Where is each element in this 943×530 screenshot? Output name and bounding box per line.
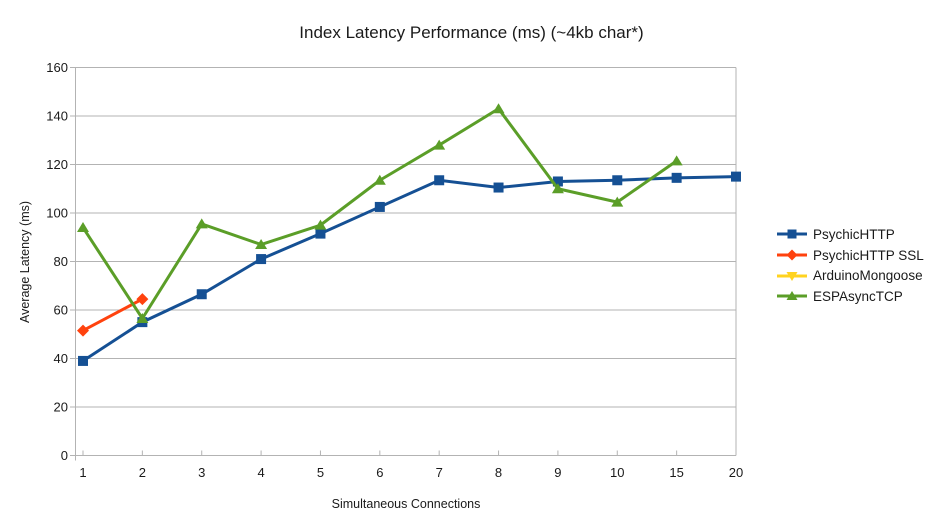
marker-psychichttp xyxy=(315,228,326,239)
marker-psychichttp xyxy=(671,172,682,183)
y-tick-label: 20 xyxy=(54,400,68,415)
x-tick-label: 4 xyxy=(257,465,264,480)
marker-psychichttp xyxy=(434,175,445,186)
legend-swatch-triangle-down-icon xyxy=(777,271,807,281)
x-tick-label: 10 xyxy=(610,465,624,480)
series-line-espasynctcp xyxy=(81,106,678,322)
marker-psychichttp xyxy=(374,201,385,212)
legend: PsychicHTTP PsychicHTTP SSL ArduinoMongoos… xyxy=(777,224,924,307)
marker-psychichttp xyxy=(256,254,267,265)
x-tick-label: 8 xyxy=(495,465,502,480)
marker-espasynctcp xyxy=(611,196,624,207)
legend-label: ESPAsyncTCP xyxy=(813,288,903,304)
marker-espasynctcp xyxy=(670,155,683,166)
marker-espasynctcp xyxy=(136,312,149,323)
y-tick-label: 80 xyxy=(54,254,68,269)
legend-label: ArduinoMongoose xyxy=(813,268,923,284)
marker-espasynctcp xyxy=(433,139,446,150)
marker-espasynctcp xyxy=(77,222,89,233)
marker-psychichttp xyxy=(493,182,504,193)
y-tick-label: 60 xyxy=(54,303,68,318)
marker-psychichttp xyxy=(78,355,88,366)
legend-swatch-square-icon xyxy=(777,229,807,239)
x-tick-label: 6 xyxy=(376,465,383,480)
legend-item-psychichttp-ssl: PsychicHTTP SSL xyxy=(777,245,924,266)
legend-item-espasynctcp: ESPAsyncTCP xyxy=(777,286,924,307)
y-tick-label: 100 xyxy=(46,206,68,221)
series-line-psychichttp xyxy=(82,175,737,363)
marker-psychichttp xyxy=(552,176,563,187)
legend-item-psychichttp: PsychicHTTP xyxy=(777,224,924,245)
y-axis-title: Average Latency (ms) xyxy=(18,200,32,324)
x-tick-label: 9 xyxy=(554,465,561,480)
marker-psychichttp-ssl xyxy=(77,324,89,337)
x-tick-label: 20 xyxy=(729,465,743,480)
marker-psychichttp xyxy=(612,175,623,186)
y-tick-label: 160 xyxy=(46,60,68,75)
marker-espasynctcp xyxy=(314,219,327,230)
marker-psychichttp xyxy=(196,289,207,300)
x-tick-label: 2 xyxy=(139,465,146,480)
x-tick-label: 7 xyxy=(436,465,443,480)
marker-psychichttp-ssl xyxy=(136,293,149,306)
x-tick-label: 3 xyxy=(198,465,205,480)
legend-label: PsychicHTTP SSL xyxy=(813,247,924,263)
marker-psychichttp xyxy=(731,171,741,182)
legend-item-arduinomongoose: ArduinoMongoose xyxy=(777,265,924,286)
x-tick-label: 15 xyxy=(669,465,683,480)
marker-espasynctcp xyxy=(551,183,564,194)
x-axis-title: Simultaneous Connections xyxy=(331,497,481,511)
legend-label: PsychicHTTP xyxy=(813,226,895,242)
y-tick-label: 40 xyxy=(54,351,68,366)
marker-espasynctcp xyxy=(492,103,505,114)
y-tick-label: 140 xyxy=(46,109,68,124)
x-tick-label: 1 xyxy=(79,465,86,480)
marker-espasynctcp xyxy=(195,218,208,229)
x-tick-label: 5 xyxy=(317,465,324,480)
y-tick-label: 0 xyxy=(61,448,68,463)
y-tick-label: 120 xyxy=(46,157,68,172)
legend-swatch-diamond-icon xyxy=(777,249,807,261)
marker-espasynctcp xyxy=(373,174,386,185)
legend-swatch-triangle-up-icon xyxy=(777,291,807,301)
chart-title: Index Latency Performance (ms) (~4kb cha… xyxy=(299,23,644,42)
marker-espasynctcp xyxy=(255,239,268,250)
